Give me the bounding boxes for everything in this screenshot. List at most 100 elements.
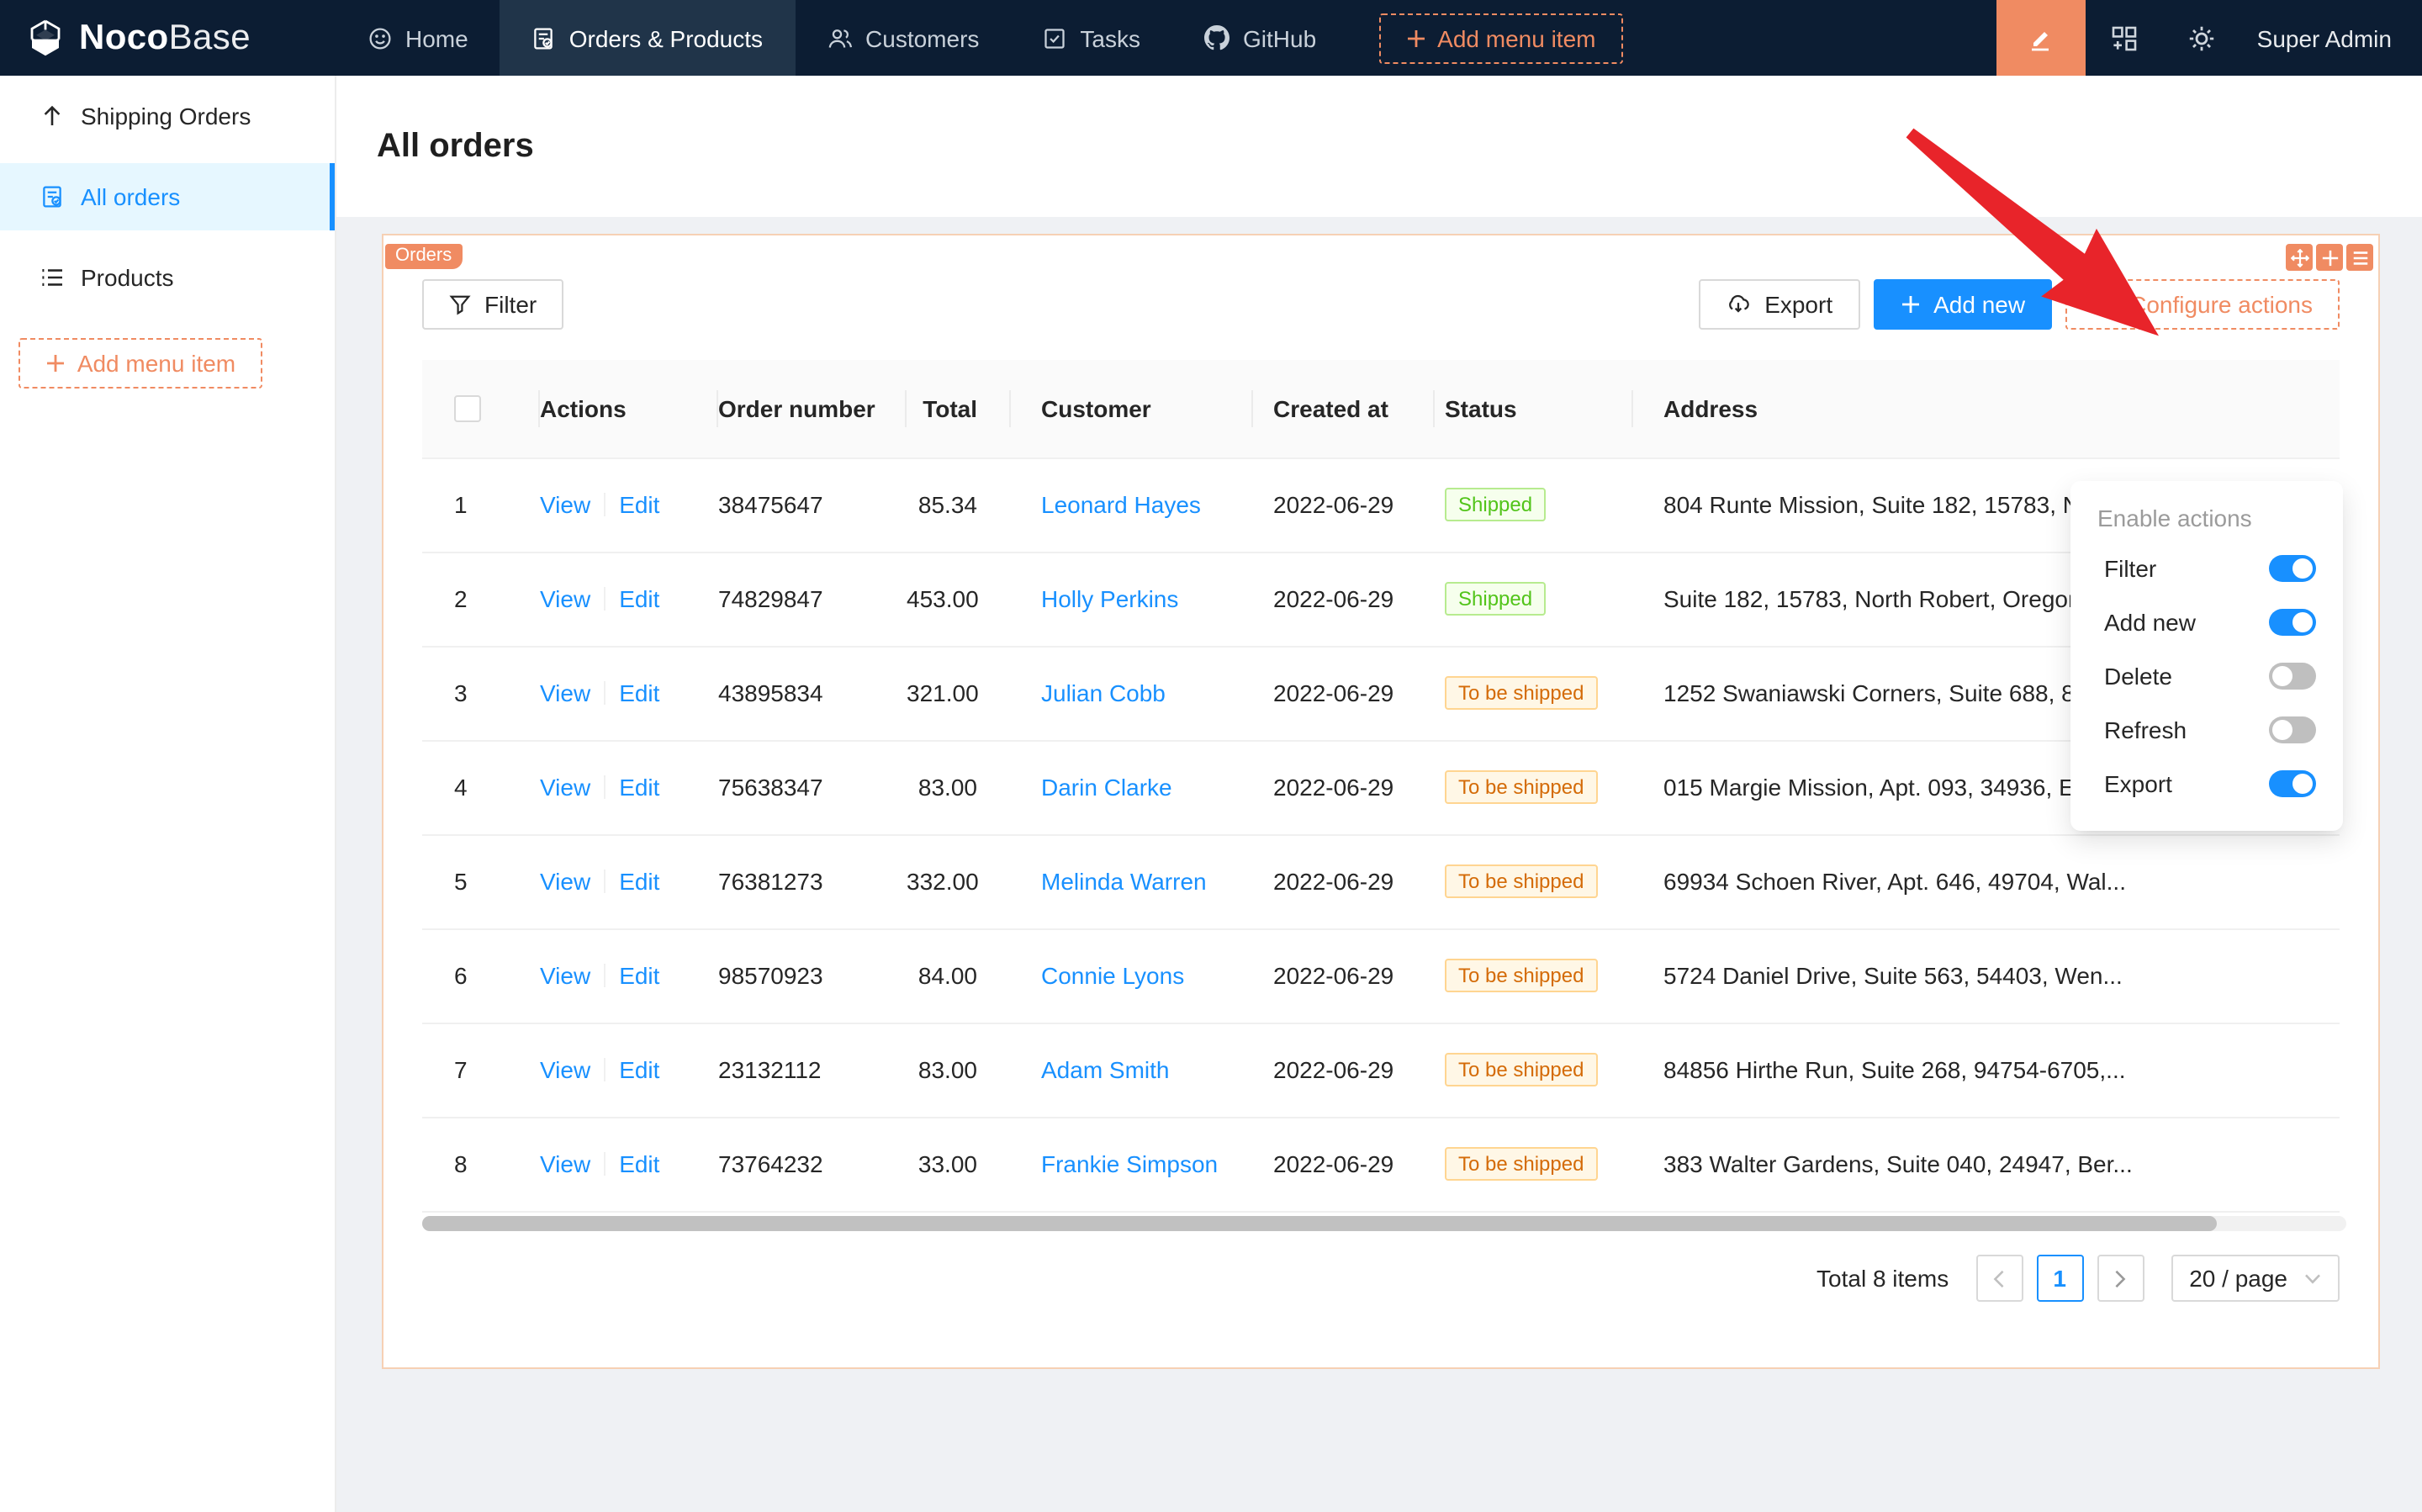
order-number-cell: 23132112 bbox=[718, 1023, 907, 1117]
enable-action-delete[interactable]: Delete bbox=[2097, 649, 2316, 703]
user-menu[interactable]: Super Admin bbox=[2240, 0, 2422, 76]
filter-toggle[interactable] bbox=[2269, 555, 2316, 582]
view-link[interactable]: View bbox=[540, 679, 590, 706]
total-cell: 85.34 bbox=[907, 457, 1011, 552]
drag-handle-icon[interactable] bbox=[2286, 244, 2313, 271]
nav-item-github[interactable]: GitHub bbox=[1172, 0, 1348, 76]
plus-icon bbox=[1405, 28, 1425, 48]
customer-link[interactable]: Darin Clarke bbox=[1041, 774, 1172, 801]
view-link[interactable]: View bbox=[540, 1150, 590, 1177]
page-number-button[interactable]: 1 bbox=[2036, 1255, 2083, 1302]
sidebar-item-all-orders[interactable]: All orders bbox=[0, 163, 335, 230]
next-page-button[interactable] bbox=[2097, 1255, 2144, 1302]
sidebar-item-products[interactable]: Products bbox=[0, 244, 335, 311]
column-header-address: Address bbox=[1633, 360, 2340, 457]
column-header-customer: Customer bbox=[1011, 360, 1253, 457]
export-button[interactable]: Export bbox=[1699, 279, 1859, 330]
customer-link[interactable]: Melinda Warren bbox=[1041, 868, 1207, 895]
view-link[interactable]: View bbox=[540, 1056, 590, 1083]
orders-doc-icon bbox=[532, 26, 556, 50]
block-actions: Export Add new bbox=[1699, 279, 2340, 330]
configure-actions-dropdown: Enable actions Filter Add new Delete Ref… bbox=[2070, 481, 2343, 831]
edit-link[interactable]: Edit bbox=[619, 868, 659, 895]
action-divider bbox=[604, 1058, 606, 1081]
table-row: 3 ViewEdit 43895834 321.00 Julian Cobb 2… bbox=[422, 646, 2340, 740]
horizontal-scrollbar-track bbox=[422, 1216, 2346, 1231]
created-at-cell: 2022-06-29 bbox=[1253, 834, 1435, 928]
enable-action-label: Refresh bbox=[2104, 716, 2187, 743]
nav-item-customers[interactable]: Customers bbox=[795, 0, 1011, 76]
add-new-button[interactable]: Add new bbox=[1873, 279, 2052, 330]
enable-action-refresh[interactable]: Refresh bbox=[2097, 703, 2316, 757]
enable-action-export[interactable]: Export bbox=[2097, 757, 2316, 811]
action-divider bbox=[604, 775, 606, 799]
order-number-cell: 76381273 bbox=[718, 834, 907, 928]
created-at-cell: 2022-06-29 bbox=[1253, 1117, 1435, 1211]
total-cell: 453.00 bbox=[907, 552, 1011, 646]
select-all-checkbox[interactable] bbox=[454, 395, 481, 422]
customer-link[interactable]: Holly Perkins bbox=[1041, 585, 1178, 612]
edit-link[interactable]: Edit bbox=[619, 774, 659, 801]
column-header-status: Status bbox=[1435, 360, 1633, 457]
nav-item-label: Tasks bbox=[1080, 24, 1140, 51]
view-link[interactable]: View bbox=[540, 585, 590, 612]
sidebar: Shipping Orders All orders bbox=[0, 76, 336, 1512]
nocobase-logo[interactable]: NocoBase bbox=[0, 0, 336, 76]
customer-link[interactable]: Julian Cobb bbox=[1041, 679, 1166, 706]
edit-link[interactable]: Edit bbox=[619, 679, 659, 706]
edit-link[interactable]: Edit bbox=[619, 585, 659, 612]
created-at-cell: 2022-06-29 bbox=[1253, 1023, 1435, 1117]
table-header-row: Actions Order number Total Customer Crea… bbox=[422, 360, 2340, 457]
sidebar-item-label: Shipping Orders bbox=[81, 103, 251, 130]
filter-button-label: Filter bbox=[484, 291, 537, 318]
refresh-toggle[interactable] bbox=[2269, 716, 2316, 743]
block-settings-menu-icon[interactable] bbox=[2346, 244, 2373, 271]
chevron-down-icon bbox=[2304, 1272, 2321, 1284]
table-row: 1 ViewEdit 38475647 85.34 Leonard Hayes … bbox=[422, 457, 2340, 552]
add-block-icon[interactable] bbox=[2316, 244, 2343, 271]
view-link[interactable]: View bbox=[540, 962, 590, 989]
view-link[interactable]: View bbox=[540, 491, 590, 518]
edit-link[interactable]: Edit bbox=[619, 1056, 659, 1083]
view-link[interactable]: View bbox=[540, 774, 590, 801]
status-badge: Shipped bbox=[1445, 582, 1546, 616]
main-menu: Home Orders & Products C bbox=[336, 0, 1348, 76]
total-cell: 83.00 bbox=[907, 740, 1011, 834]
created-at-cell: 2022-06-29 bbox=[1253, 646, 1435, 740]
sidebar-add-menu-item-button[interactable]: Add menu item bbox=[19, 338, 262, 389]
enable-action-filter[interactable]: Filter bbox=[2097, 542, 2316, 595]
customer-link[interactable]: Adam Smith bbox=[1041, 1056, 1170, 1083]
nav-add-menu-item-button[interactable]: Add menu item bbox=[1378, 13, 1622, 63]
nav-item-orders-products[interactable]: Orders & Products bbox=[500, 0, 795, 76]
sidebar-item-shipping-orders[interactable]: Shipping Orders bbox=[0, 82, 335, 150]
created-at-cell: 2022-06-29 bbox=[1253, 457, 1435, 552]
nav-item-tasks[interactable]: Tasks bbox=[1011, 0, 1172, 76]
customer-link[interactable]: Leonard Hayes bbox=[1041, 491, 1201, 518]
action-divider bbox=[604, 964, 606, 987]
edit-link[interactable]: Edit bbox=[619, 1150, 659, 1177]
page-size-select[interactable]: 20 / page bbox=[2171, 1255, 2340, 1302]
settings-button[interactable] bbox=[2163, 0, 2240, 76]
delete-toggle[interactable] bbox=[2269, 663, 2316, 690]
nav-add-menu-item-label: Add menu item bbox=[1437, 24, 1595, 51]
status-badge: To be shipped bbox=[1445, 676, 1597, 710]
edit-link[interactable]: Edit bbox=[619, 962, 659, 989]
edit-link[interactable]: Edit bbox=[619, 491, 659, 518]
filter-button[interactable]: Filter bbox=[422, 279, 563, 330]
ui-editor-button[interactable] bbox=[1996, 0, 2086, 76]
customer-link[interactable]: Frankie Simpson bbox=[1041, 1150, 1218, 1177]
plugin-manager-button[interactable] bbox=[2086, 0, 2163, 76]
column-header-actions: Actions bbox=[540, 360, 718, 457]
export-toggle[interactable] bbox=[2269, 770, 2316, 797]
add-new-toggle[interactable] bbox=[2269, 609, 2316, 636]
cube-logo-icon bbox=[24, 16, 67, 60]
enable-action-add-new[interactable]: Add new bbox=[2097, 595, 2316, 649]
nav-item-home[interactable]: Home bbox=[336, 0, 500, 76]
configure-actions-button[interactable]: Configure actions bbox=[2065, 279, 2340, 330]
view-link[interactable]: View bbox=[540, 868, 590, 895]
pagination-total: Total 8 items bbox=[1816, 1265, 1949, 1292]
customer-link[interactable]: Connie Lyons bbox=[1041, 962, 1184, 989]
smile-icon bbox=[368, 26, 392, 50]
horizontal-scrollbar-thumb[interactable] bbox=[422, 1216, 2217, 1231]
prev-page-button[interactable] bbox=[1975, 1255, 2023, 1302]
